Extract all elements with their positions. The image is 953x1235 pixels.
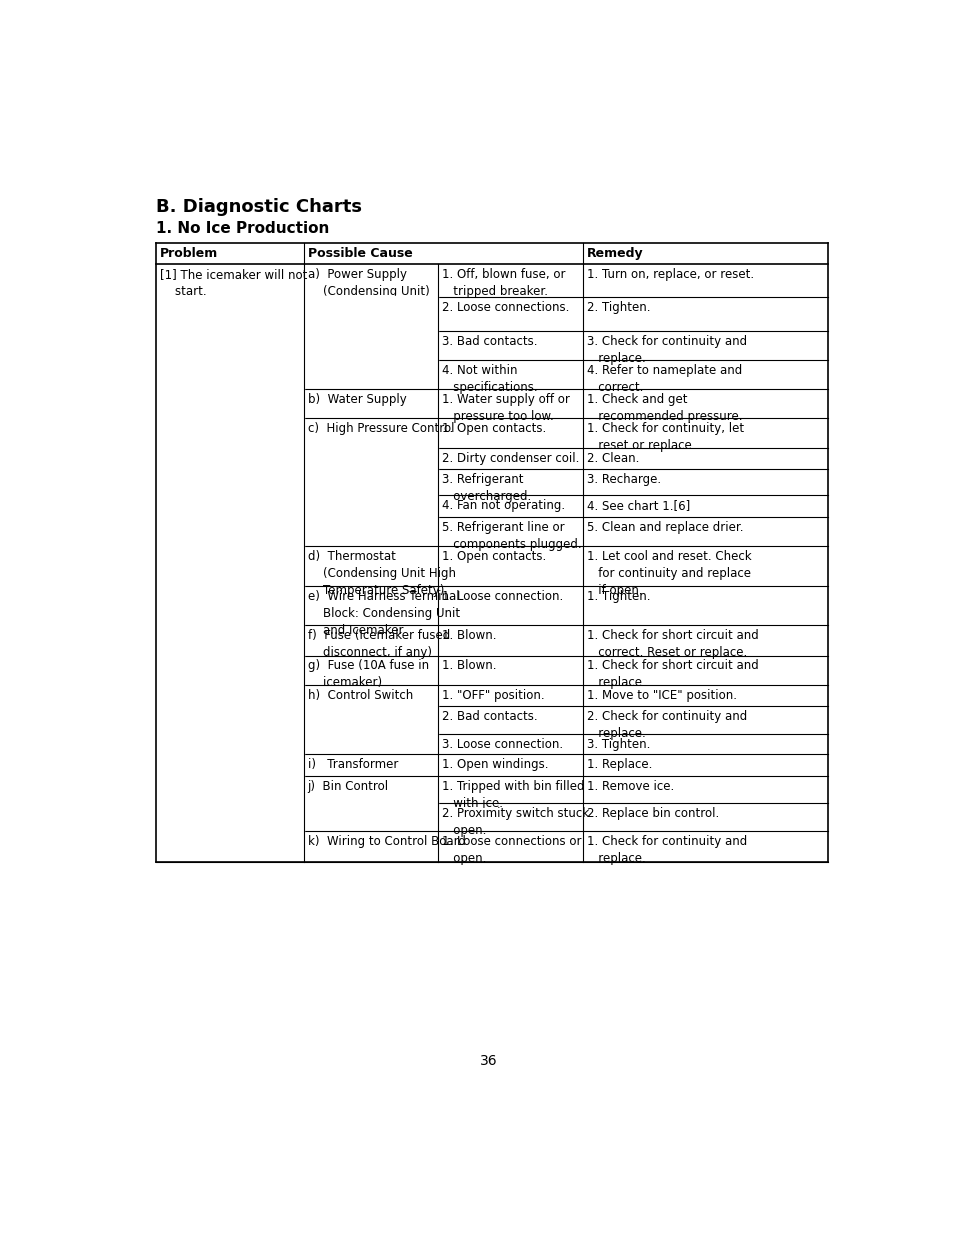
Text: 36: 36: [479, 1053, 497, 1067]
Text: 1. Loose connections or
   open.: 1. Loose connections or open.: [441, 835, 580, 864]
Text: 2. Clean.: 2. Clean.: [586, 452, 639, 464]
Text: 1. No Ice Production: 1. No Ice Production: [155, 221, 329, 236]
Text: c)  High Pressure Control: c) High Pressure Control: [307, 422, 454, 435]
Text: 1. Turn on, replace, or reset.: 1. Turn on, replace, or reset.: [586, 268, 753, 282]
Text: 1. Check for short circuit and
   replace.: 1. Check for short circuit and replace.: [586, 659, 758, 689]
Text: Problem: Problem: [159, 247, 217, 261]
Text: e)  Wire Harness Terminal
    Block: Condensing Unit
    and Icemaker: e) Wire Harness Terminal Block: Condensi…: [307, 590, 459, 637]
Text: j)  Bin Control: j) Bin Control: [307, 779, 388, 793]
Text: Remedy: Remedy: [586, 247, 642, 261]
Text: 1. Loose connection.: 1. Loose connection.: [441, 590, 562, 603]
Text: b)  Water Supply: b) Water Supply: [307, 393, 406, 406]
Text: 1. Let cool and reset. Check
   for continuity and replace
   if open.: 1. Let cool and reset. Check for continu…: [586, 550, 751, 598]
Text: 1. Open contacts.: 1. Open contacts.: [441, 422, 545, 435]
Text: 4. See chart 1.[6]: 4. See chart 1.[6]: [586, 499, 689, 513]
Text: 2. Loose connections.: 2. Loose connections.: [441, 300, 568, 314]
Text: h)  Control Switch: h) Control Switch: [307, 689, 413, 701]
Text: 1. Check for continuity, let
   reset or replace.: 1. Check for continuity, let reset or re…: [586, 422, 743, 452]
Text: 5. Clean and replace drier.: 5. Clean and replace drier.: [586, 521, 742, 534]
Text: 3. Bad contacts.: 3. Bad contacts.: [441, 335, 537, 347]
Text: 1. Tighten.: 1. Tighten.: [586, 590, 650, 603]
Text: 1. Open contacts.: 1. Open contacts.: [441, 550, 545, 563]
Text: 1. Blown.: 1. Blown.: [441, 659, 496, 673]
Text: 3. Recharge.: 3. Recharge.: [586, 473, 660, 487]
Text: [1] The icemaker will not
    start.: [1] The icemaker will not start.: [159, 268, 307, 299]
Text: 3. Check for continuity and
   replace.: 3. Check for continuity and replace.: [586, 335, 746, 364]
Text: 2. Check for continuity and
   replace.: 2. Check for continuity and replace.: [586, 710, 746, 740]
Text: 5. Refrigerant line or
   components plugged.: 5. Refrigerant line or components plugge…: [441, 521, 580, 551]
Text: i)   Transformer: i) Transformer: [307, 758, 397, 771]
Text: 3. Refrigerant
   overcharged.: 3. Refrigerant overcharged.: [441, 473, 530, 503]
Text: 2. Replace bin control.: 2. Replace bin control.: [586, 808, 719, 820]
Text: 3. Tighten.: 3. Tighten.: [586, 739, 649, 751]
Text: 4. Fan not operating.: 4. Fan not operating.: [441, 499, 564, 513]
Text: Possible Cause: Possible Cause: [307, 247, 412, 261]
Text: 1. Water supply off or
   pressure too low.: 1. Water supply off or pressure too low.: [441, 393, 569, 424]
Text: 1. Check and get
   recommended pressure.: 1. Check and get recommended pressure.: [586, 393, 741, 424]
Text: 2. Proximity switch stuck
   open.: 2. Proximity switch stuck open.: [441, 808, 588, 837]
Text: 1. Blown.: 1. Blown.: [441, 629, 496, 642]
Text: 2. Dirty condenser coil.: 2. Dirty condenser coil.: [441, 452, 578, 464]
Text: 1. "OFF" position.: 1. "OFF" position.: [441, 689, 543, 701]
Text: 4. Not within
   specifications.: 4. Not within specifications.: [441, 364, 537, 394]
Text: 4. Refer to nameplate and
   correct.: 4. Refer to nameplate and correct.: [586, 364, 741, 394]
Text: d)  Thermostat
    (Condensing Unit High
    Temperature Safety): d) Thermostat (Condensing Unit High Temp…: [307, 550, 456, 598]
Text: 1. Move to "ICE" position.: 1. Move to "ICE" position.: [586, 689, 736, 701]
Text: 1. Off, blown fuse, or
   tripped breaker.: 1. Off, blown fuse, or tripped breaker.: [441, 268, 564, 299]
Text: B. Diagnostic Charts: B. Diagnostic Charts: [155, 199, 361, 216]
Text: 2. Bad contacts.: 2. Bad contacts.: [441, 710, 537, 724]
Text: f)  Fuse (Icemaker fused
    disconnect, if any): f) Fuse (Icemaker fused disconnect, if a…: [307, 629, 449, 658]
Text: k)  Wiring to Control Board: k) Wiring to Control Board: [307, 835, 465, 848]
Text: 1. Check for continuity and
   replace.: 1. Check for continuity and replace.: [586, 835, 746, 864]
Text: 1. Replace.: 1. Replace.: [586, 758, 652, 771]
Text: a)  Power Supply
    (Condensing Unit): a) Power Supply (Condensing Unit): [307, 268, 429, 299]
Text: 3. Loose connection.: 3. Loose connection.: [441, 739, 562, 751]
Text: 1. Check for short circuit and
   correct. Reset or replace.: 1. Check for short circuit and correct. …: [586, 629, 758, 658]
Text: 1. Remove ice.: 1. Remove ice.: [586, 779, 673, 793]
Text: 1. Tripped with bin filled
   with ice.: 1. Tripped with bin filled with ice.: [441, 779, 583, 810]
Text: 1. Open windings.: 1. Open windings.: [441, 758, 547, 771]
Text: g)  Fuse (10A fuse in
    icemaker): g) Fuse (10A fuse in icemaker): [307, 659, 428, 689]
Text: 2. Tighten.: 2. Tighten.: [586, 300, 650, 314]
